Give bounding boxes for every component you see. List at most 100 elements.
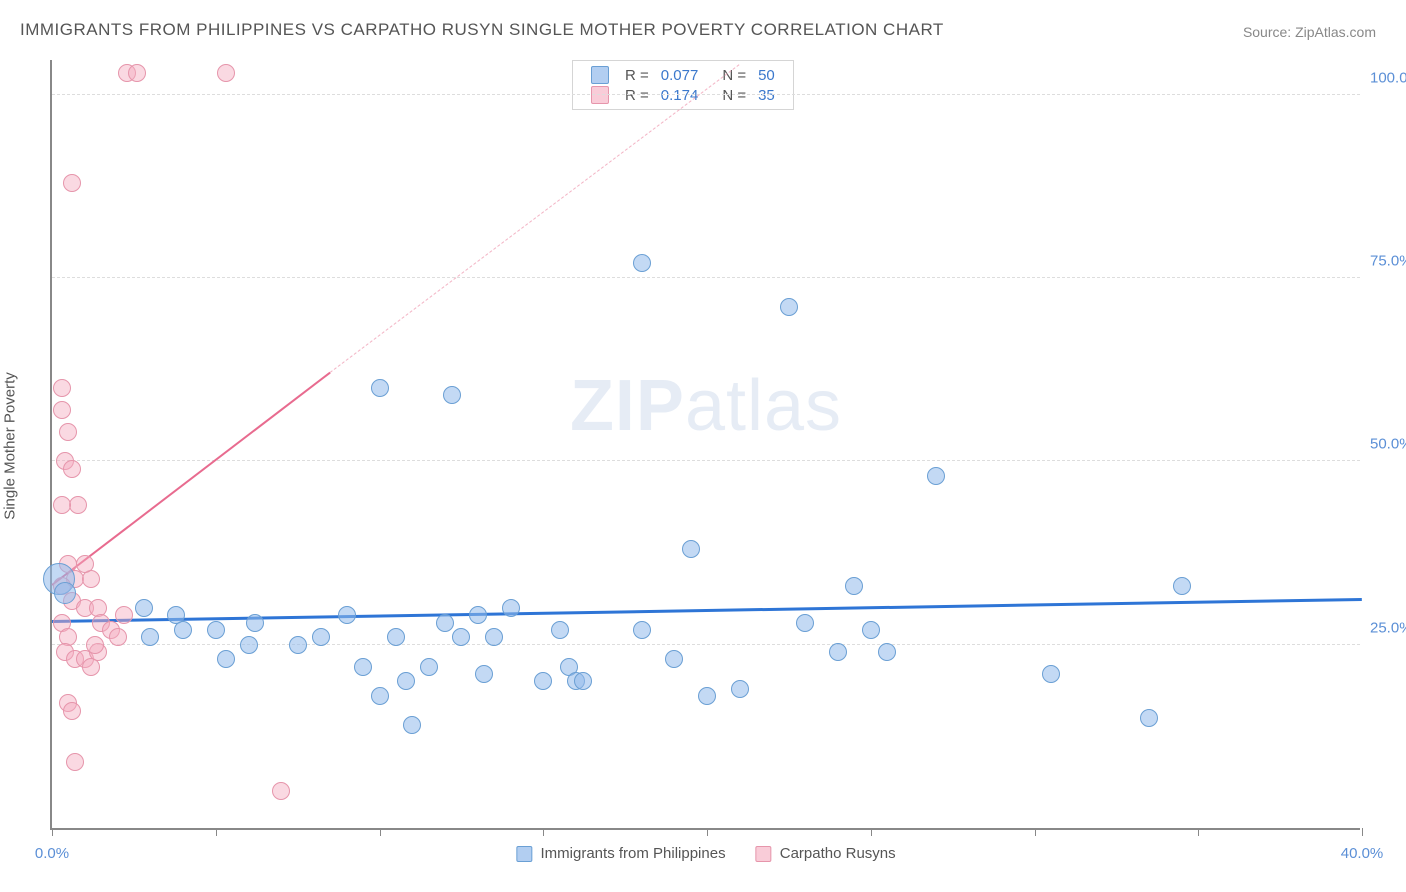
data-point (878, 643, 896, 661)
x-tick-label: 0.0% (35, 845, 69, 862)
data-point (54, 582, 76, 604)
data-point (698, 687, 716, 705)
chart-title: IMMIGRANTS FROM PHILIPPINES VS CARPATHO … (20, 20, 944, 40)
data-point (217, 64, 235, 82)
data-point (927, 467, 945, 485)
legend-r-label: R = (619, 65, 655, 85)
trend-line (51, 372, 331, 586)
data-point (731, 680, 749, 698)
data-point (1042, 665, 1060, 683)
data-point (845, 577, 863, 595)
data-point (1140, 709, 1158, 727)
data-point (135, 599, 153, 617)
data-point (59, 423, 77, 441)
data-point (240, 636, 258, 654)
y-tick-label: 100.0% (1370, 69, 1406, 86)
x-tick (1362, 828, 1363, 836)
data-point (469, 606, 487, 624)
data-point (66, 753, 84, 771)
data-point (272, 782, 290, 800)
watermark-bold: ZIP (570, 366, 685, 446)
data-point (371, 379, 389, 397)
data-point (862, 621, 880, 639)
x-tick (52, 828, 53, 836)
x-tick (871, 828, 872, 836)
data-point (53, 379, 71, 397)
x-tick (1198, 828, 1199, 836)
data-point (443, 386, 461, 404)
legend-stats-box: R =0.077N =50R =0.174N =35 (572, 60, 794, 110)
data-point (69, 496, 87, 514)
data-point (387, 628, 405, 646)
gridline (52, 460, 1360, 461)
data-point (174, 621, 192, 639)
data-point (338, 606, 356, 624)
data-point (682, 540, 700, 558)
data-point (63, 174, 81, 192)
source-label: Source: ZipAtlas.com (1243, 24, 1376, 40)
legend-swatch (756, 846, 772, 862)
data-point (63, 702, 81, 720)
data-point (403, 716, 421, 734)
data-point (115, 606, 133, 624)
data-point (574, 672, 592, 690)
gridline (52, 277, 1360, 278)
data-point (109, 628, 127, 646)
plot-area: ZIPatlas R =0.077N =50R =0.174N =35 Immi… (50, 60, 1360, 830)
y-tick-label: 50.0% (1370, 436, 1406, 453)
legend-swatch (591, 86, 609, 104)
data-point (246, 614, 264, 632)
trend-line (330, 64, 740, 373)
x-tick (1035, 828, 1036, 836)
legend-r-label: R = (619, 85, 655, 105)
data-point (312, 628, 330, 646)
data-point (665, 650, 683, 668)
watermark-light: atlas (685, 366, 842, 446)
data-point (207, 621, 225, 639)
data-point (436, 614, 454, 632)
legend-r-value: 0.077 (655, 65, 705, 85)
legend-n-value: 35 (752, 85, 781, 105)
bottom-legend-item: Immigrants from Philippines (516, 845, 725, 862)
legend-n-value: 50 (752, 65, 781, 85)
x-tick (707, 828, 708, 836)
data-point (217, 650, 235, 668)
data-point (452, 628, 470, 646)
x-tick (380, 828, 381, 836)
data-point (780, 298, 798, 316)
data-point (829, 643, 847, 661)
bottom-legend-item: Carpatho Rusyns (756, 845, 896, 862)
data-point (1173, 577, 1191, 595)
data-point (63, 460, 81, 478)
data-point (76, 555, 94, 573)
x-tick (543, 828, 544, 836)
data-point (420, 658, 438, 676)
data-point (128, 64, 146, 82)
data-point (475, 665, 493, 683)
y-tick-label: 75.0% (1370, 253, 1406, 270)
data-point (534, 672, 552, 690)
data-point (371, 687, 389, 705)
legend-swatch (516, 846, 532, 862)
legend-row: R =0.174N =35 (585, 85, 781, 105)
legend-row: R =0.077N =50 (585, 65, 781, 85)
x-tick-label: 40.0% (1341, 845, 1384, 862)
watermark: ZIPatlas (570, 365, 842, 447)
data-point (141, 628, 159, 646)
data-point (289, 636, 307, 654)
data-point (53, 401, 71, 419)
bottom-legend: Immigrants from Philippines Carpatho Rus… (516, 845, 895, 862)
data-point (551, 621, 569, 639)
x-tick (216, 828, 217, 836)
data-point (633, 254, 651, 272)
data-point (354, 658, 372, 676)
data-point (86, 636, 104, 654)
data-point (53, 496, 71, 514)
legend-n-label: N = (716, 85, 752, 105)
gridline (52, 94, 1360, 95)
legend-label: Carpatho Rusyns (780, 845, 896, 862)
data-point (397, 672, 415, 690)
data-point (796, 614, 814, 632)
data-point (633, 621, 651, 639)
legend-swatch (591, 66, 609, 84)
